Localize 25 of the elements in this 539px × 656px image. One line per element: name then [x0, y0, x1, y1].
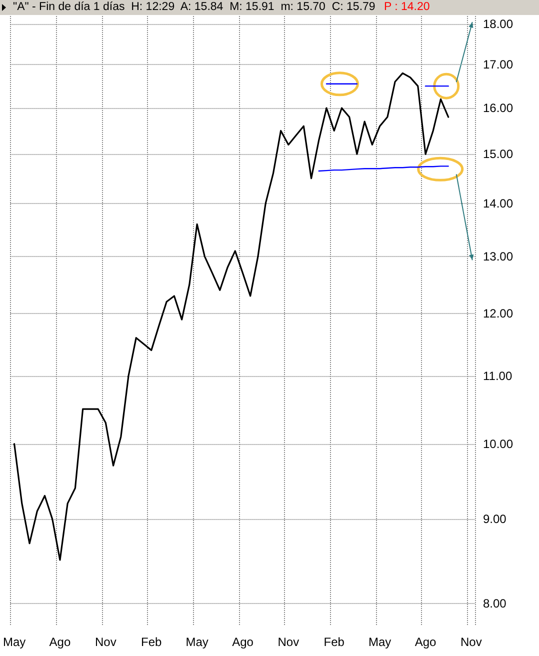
y-tick-label: 14.00 — [483, 196, 514, 210]
chart-subtitle: P : 14.20 — [384, 1, 430, 13]
x-tick-label: Feb — [324, 635, 345, 649]
y-tick-label: 9.00 — [483, 512, 507, 526]
x-tick-label: Ago — [232, 635, 254, 649]
y-tick-label: 13.00 — [483, 249, 514, 264]
x-tick-label: Nov — [460, 635, 482, 649]
y-tick-label: 10.00 — [483, 436, 514, 451]
x-tick-label: Feb — [141, 635, 162, 649]
y-tick-label: 18.00 — [483, 16, 514, 31]
x-tick-label: May — [2, 635, 26, 649]
y-tick-label: 8.00 — [483, 596, 507, 610]
x-tick-label: Nov — [278, 635, 300, 649]
y-tick-label: 12.00 — [483, 306, 514, 321]
x-tick-label: Ago — [414, 635, 436, 649]
y-tick-label: 11.00 — [483, 368, 512, 383]
x-tick-label: May — [368, 635, 392, 649]
x-tick-label: Nov — [94, 635, 116, 649]
x-tick-label: May — [186, 635, 208, 649]
x-tick-label: Ago — [49, 635, 71, 649]
y-tick-label: 15.00 — [483, 147, 514, 162]
line-series — [13, 72, 450, 561]
chart-title: "A" - Fin de día 1 días H: 12:29 A: 15.84 M: 15.91 m: 15.70 C: 15.79 — [13, 1, 376, 13]
y-tick-label: 16.00 — [483, 101, 514, 116]
y-tick-label: 17.00 — [483, 58, 514, 72]
